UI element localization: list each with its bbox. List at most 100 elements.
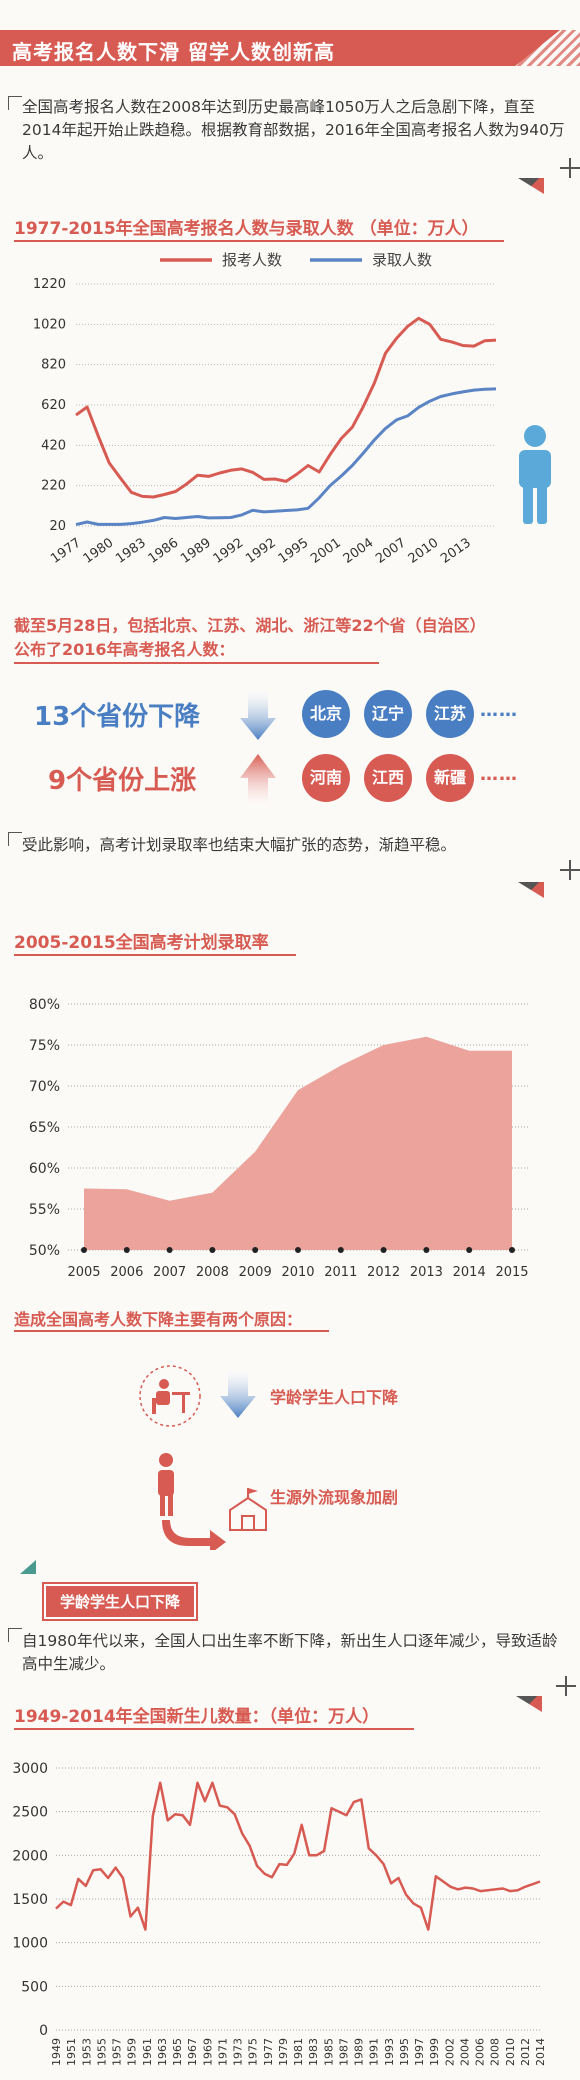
school-building-icon — [229, 1488, 267, 1531]
arrow-up-icon — [240, 754, 276, 806]
x-tick-label: 1969 — [201, 2038, 214, 2066]
x-tick-label: 2006 — [474, 2038, 487, 2066]
header-banner: 高考报名人数下滑 留学人数创新高 — [0, 30, 560, 66]
x-tick-label: 1995 — [398, 2038, 411, 2066]
x-tick-dot — [423, 1247, 430, 1253]
x-tick-dot — [81, 1247, 87, 1253]
province-liaoning: 辽宁 — [364, 690, 412, 738]
x-tick-label: 1959 — [126, 2038, 139, 2066]
arrow-down-icon — [240, 690, 276, 740]
x-tick-label: 1977 — [48, 535, 84, 566]
x-tick-dot — [380, 1247, 387, 1253]
x-tick-label: 2007 — [153, 1265, 186, 1280]
up-label: 9个省份上涨 — [48, 766, 197, 796]
x-tick-dot — [209, 1247, 216, 1253]
x-tick-label: 2001 — [308, 535, 344, 566]
x-tick-dot — [295, 1247, 301, 1253]
chart3-title: 1949-2014年全国新生儿数量：（单位：万人） — [14, 1707, 380, 1727]
x-tick-label: 1981 — [292, 2038, 305, 2066]
cross-decoration — [560, 860, 580, 880]
down-label: 13个省份下降 — [34, 702, 201, 732]
reasons-title: 造成全国高考人数下降主要有两个原因： — [14, 1310, 303, 1329]
x-tick-dot — [466, 1247, 473, 1253]
x-tick-label: 2007 — [373, 535, 409, 566]
x-tick-label: 1975 — [247, 2038, 260, 2066]
x-tick-label: 1991 — [368, 2038, 381, 2066]
x-tick-label: 2010 — [281, 1265, 314, 1280]
banner-stripes — [510, 30, 580, 66]
x-tick-label: 1993 — [383, 2038, 396, 2066]
y-tick-label: 1220 — [33, 277, 66, 292]
x-tick-label: 1985 — [322, 2038, 335, 2066]
effect-paragraph: 受此影响，高考计划录取率也结束大幅扩张的态势，渐趋平稳。 — [22, 836, 457, 854]
x-tick-label: 2014 — [453, 1265, 486, 1280]
chart2-title-underline — [14, 954, 296, 956]
corner-decoration — [516, 1696, 542, 1712]
x-tick-label: 1997 — [413, 2038, 426, 2066]
x-tick-dot — [509, 1247, 515, 1253]
x-tick-label: 2012 — [519, 2038, 532, 2066]
x-tick-label: 1992 — [243, 535, 279, 566]
reason-2: 生源外流现象加剧 — [270, 1488, 399, 1507]
reasons-svg — [139, 1365, 267, 1550]
series-line-0 — [75, 316, 497, 499]
y-tick-label: 0 — [39, 2023, 48, 2039]
x-tick-label: 1980 — [81, 535, 117, 566]
legend-label-0: 报考人数 — [222, 251, 282, 269]
x-tick-label: 1983 — [113, 535, 149, 566]
x-tick-label: 2008 — [489, 2038, 502, 2066]
bracket-decoration — [8, 1628, 22, 1642]
provinces-heading-1: 截至5月28日，包括北京、江苏、湖北、浙江等22个省（自治区） — [14, 616, 486, 635]
x-tick-dot — [166, 1247, 173, 1253]
page-title: 高考报名人数下滑 留学人数创新高 — [12, 40, 335, 64]
x-tick-label: 1987 — [337, 2038, 350, 2066]
x-tick-label: 2010 — [504, 2038, 517, 2066]
chart1-svg: 报考人数 录取人数 20 220 420 620 820 1020 1220 19771980… — [33, 251, 551, 567]
x-tick-label: 1977 — [262, 2038, 275, 2066]
x-tick-label: 1986 — [146, 535, 182, 566]
y-tick-label: 80% — [29, 997, 60, 1013]
births-line — [55, 1781, 541, 1931]
chart2-svg: 50% 55% 60% 65% 70% 75% 80% 2005 2006 2007 2008 20… — [29, 997, 530, 1280]
y-tick-label: 70% — [29, 1079, 60, 1095]
province-henan: 河南 — [302, 754, 350, 802]
y-tick-label: 1020 — [33, 317, 66, 332]
y-tick-label: 1000 — [12, 1936, 48, 1952]
y-tick-label: 620 — [41, 398, 66, 413]
legend-label-1: 录取人数 — [372, 251, 432, 269]
bracket-decoration — [8, 96, 22, 110]
x-tick-label: 1989 — [353, 2038, 366, 2066]
x-tick-dot — [337, 1247, 344, 1253]
y-tick-label: 55% — [29, 1202, 60, 1218]
reason-1: 学龄学生人口下降 — [270, 1388, 399, 1407]
province-beijing: 北京 — [302, 690, 350, 738]
y-tick-label: 60% — [29, 1161, 60, 1177]
x-tick-label: 1973 — [232, 2038, 245, 2066]
curved-arrow-icon — [162, 1520, 226, 1550]
x-tick-label: 2011 — [324, 1265, 357, 1280]
province-xinjiang: 新疆 — [426, 754, 474, 802]
area-fill — [84, 1036, 512, 1250]
up-ellipsis: …… — [480, 764, 518, 785]
y-tick-label: 2000 — [12, 1848, 48, 1864]
intro-paragraph: 全国高考报名人数在2008年达到历史最高峰1050万人之后急剧下降，直至2014… — [22, 98, 565, 162]
y-tick-label: 500 — [21, 1979, 48, 1995]
y-tick-label: 75% — [29, 1038, 60, 1054]
section-tag: 学龄学生人口下降 — [41, 1582, 199, 1621]
x-tick-label: 1955 — [95, 2038, 108, 2066]
x-tick-label: 2012 — [367, 1265, 400, 1280]
x-tick-label: 1995 — [276, 535, 312, 566]
provinces-heading-2: 公布了2016年高考报名人数： — [14, 640, 235, 659]
birth-paragraph: 自1980年代以来，全国人口出生率不断下降，新出生人口逐年减少，导致适龄高中生减… — [22, 1632, 558, 1673]
y-tick-label: 2500 — [12, 1805, 48, 1821]
x-tick-label: 2010 — [406, 535, 442, 566]
x-tick-label: 2002 — [443, 2038, 456, 2066]
arrows-svg — [240, 690, 276, 806]
x-tick-label: 1999 — [428, 2038, 441, 2066]
y-tick-label: 420 — [41, 438, 66, 453]
x-tick-label: 2004 — [458, 2038, 471, 2066]
student-desk-icon — [152, 1379, 190, 1414]
arrow-down-icon — [220, 1370, 256, 1418]
x-tick-dot — [252, 1247, 259, 1253]
